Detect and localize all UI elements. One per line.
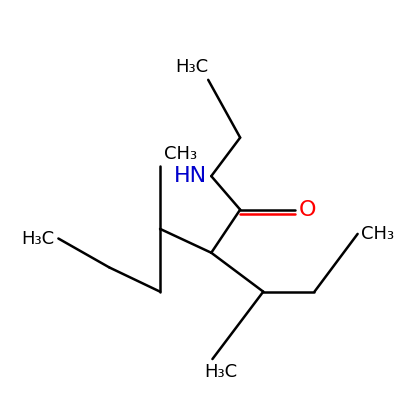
Text: H₃C: H₃C: [205, 363, 238, 381]
Text: HN: HN: [174, 166, 208, 186]
Text: H₃C: H₃C: [175, 58, 208, 76]
Text: H₃C: H₃C: [22, 230, 54, 248]
Text: CH₃: CH₃: [164, 145, 197, 163]
Text: O: O: [299, 200, 316, 220]
Text: CH₃: CH₃: [362, 225, 394, 243]
